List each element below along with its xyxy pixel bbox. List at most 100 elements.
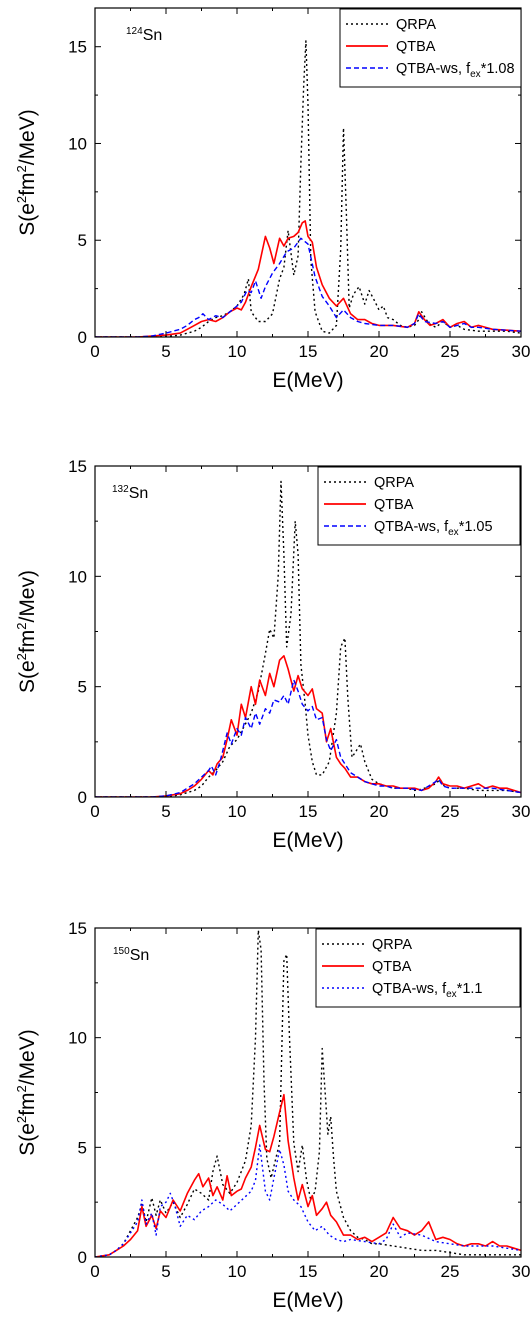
legend-entry: QRPA [374,475,414,491]
x-tick-label: 5 [161,342,170,361]
chart-panel-2: 0 5 10 15 20 25 30051015E(MeV)S(e2fm2/Mev)132S… [14,457,530,852]
y-axis-label-part: S(e [16,1123,39,1156]
x-tick-label: 30 [512,802,531,821]
y-axis-label-part: fm [16,173,39,196]
chart-panel-3: 0 5 10 15 20 25 30051015E(MeV)S(e2fm2/MeV)150S… [14,919,530,1312]
y-axis-label: S(e2fm2/MeV) [14,109,39,236]
y-axis-label: S(e2fm2/Mev) [14,570,39,693]
legend-entry-name: QTBA-ws, f [372,981,447,997]
legend-entry-name: QTBA [372,959,412,975]
series-group [95,480,521,797]
y-tick-label: 5 [78,1138,87,1157]
nucleus-label: 124Sn [126,26,162,44]
y-axis-label-part: S(e [16,660,39,693]
legend-entry-name: QTBA [396,39,436,55]
y-tick-label: 5 [78,678,87,697]
nucleus-element: Sn [129,485,149,502]
x-tick-label: 15 [299,342,318,361]
series-group [95,929,521,1257]
nucleus-mass-number: 150 [113,946,130,957]
legend-box [339,8,522,88]
legend-entry: QTBA [374,497,414,513]
x-tick-label: 10 [228,1262,247,1281]
y-axis-label-part: /MeV) [16,109,39,165]
legend: QRPA QTBA QTBA-ws, fex*1.08 [339,8,522,88]
x-tick-label: 10 [228,802,247,821]
y-tick-label: 15 [68,919,87,938]
nucleus-mass-number: 124 [126,26,143,37]
x-tick-label: 15 [299,802,318,821]
legend-entry-name: QRPA [374,475,414,491]
y-axis-label-sup: 2 [14,1085,29,1092]
x-tick-label: 20 [370,342,389,361]
y-axis-label: S(e2fm2/MeV) [14,1029,39,1156]
x-tick-label: 10 [228,342,247,361]
legend-entry-name: QTBA-ws, f [374,519,449,535]
x-tick-label: 20 [370,802,389,821]
legend-entry-suffix: *1.1 [457,981,483,997]
x-axis-label: E(MeV) [272,1289,343,1312]
y-tick-label: 10 [68,1029,87,1048]
legend-entry: QTBA-ws, fex*1.05 [374,519,493,538]
nucleus-label: 150Sn [113,946,149,964]
legend-entry: QRPA [372,937,412,953]
nucleus-element: Sn [143,27,163,44]
x-tick-label: 25 [441,802,460,821]
series-line-qtba [95,654,521,797]
series-line-qtba-ws-f [95,237,521,337]
series-group [95,40,521,337]
series-line-qtba [95,1093,521,1257]
legend: QRPA QTBA QTBA-ws, fex*1.05 [317,466,521,546]
y-tick-label: 0 [78,1248,87,1267]
x-tick-label: 5 [161,802,170,821]
series-line-qrpa [95,929,521,1257]
nucleus-mass-number: 132 [112,484,129,495]
y-tick-label: 0 [78,328,87,347]
y-tick-label: 15 [68,457,87,476]
x-tick-label: 25 [441,342,460,361]
y-tick-label: 0 [78,788,87,807]
nucleus-label: 132Sn [112,484,148,502]
y-axis-label-sup: 2 [14,165,29,172]
x-tick-label: 25 [441,1262,460,1281]
series-line-qtba-ws-f [95,679,521,797]
legend-entry-name: QRPA [396,17,436,33]
nucleus-element: Sn [130,947,150,964]
legend-entry-suffix: *1.05 [459,519,493,535]
legend-entry-name: QTBA [374,497,414,513]
legend-entry: QRPA [396,17,436,33]
legend-entry: QTBA [396,39,436,55]
y-tick-label: 5 [78,231,87,250]
x-axis-label: E(MeV) [272,829,343,852]
y-tick-label: 10 [68,567,87,586]
legend-entry-suffix: *1.08 [481,61,515,77]
legend: QRPA QTBA QTBA-ws, fex*1.1 [315,928,521,1008]
legend-entry: QTBA [372,959,412,975]
legend-entry-subscript: ex [446,989,457,1000]
x-tick-label: 30 [512,342,531,361]
legend-box [317,466,521,546]
series-line-qtba-ws-f [95,1144,521,1257]
legend-entry-subscript: ex [470,69,481,80]
y-axis-label-sup: 2 [14,653,29,660]
legend-entry-name: QRPA [372,937,412,953]
y-axis-label-part: fm [16,1093,39,1116]
x-tick-label: 5 [161,1262,170,1281]
y-axis-label-part: fm [16,630,39,653]
x-tick-label: 15 [299,1262,318,1281]
legend-entry-subscript: ex [448,527,459,538]
y-axis-label-sup: 2 [14,1116,29,1123]
x-tick-label: 20 [370,1262,389,1281]
y-tick-label: 10 [68,134,87,153]
x-tick-label: 0 [90,1262,99,1281]
series-line-qtba [95,220,521,337]
chart-panel-1: 0 5 10 15 20 25 30051015E(MeV)S(e2fm2/MeV)124S… [14,7,531,392]
x-axis-label: E(MeV) [272,369,343,392]
legend-entry: QTBA-ws, fex*1.08 [396,61,515,80]
y-tick-label: 15 [68,38,87,57]
x-tick-label: 30 [512,1262,531,1281]
x-tick-label: 0 [90,802,99,821]
y-axis-label-sup: 2 [14,196,29,203]
y-axis-label-part: /Mev) [16,570,39,623]
